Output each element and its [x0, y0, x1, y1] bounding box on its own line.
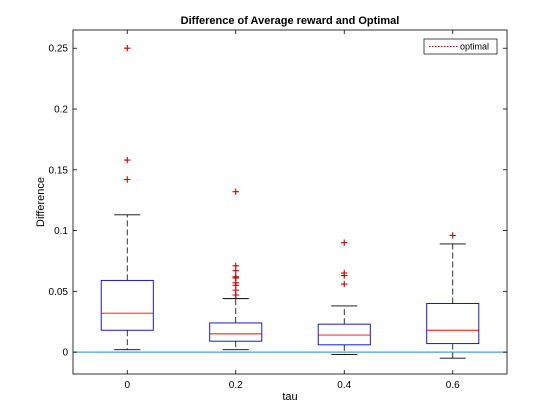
y-tick-label: 0.1: [54, 226, 68, 237]
y-tick-label: 0.25: [49, 44, 69, 55]
outlier-marker: [124, 45, 131, 52]
x-tick-label: 0.4: [337, 380, 351, 391]
outlier-marker: [124, 156, 131, 164]
legend: optimal: [423, 38, 498, 55]
outlier-marker: [232, 188, 239, 195]
x-axis-label: tau: [282, 391, 297, 403]
x-tick-label: 0.6: [446, 380, 460, 391]
y-tick-label: 0.2: [54, 105, 68, 116]
outlier-marker: [341, 280, 348, 288]
outlier-marker: [341, 239, 348, 246]
box-group-0.2: [209, 188, 263, 351]
box: [426, 303, 480, 345]
box-group-0.4: [317, 239, 371, 356]
x-tick-label: 0.2: [229, 380, 243, 391]
box-group-0: [100, 45, 154, 351]
outlier-marker: [232, 262, 239, 270]
chart-marks: [73, 45, 507, 359]
outlier-marker: [232, 273, 239, 280]
chart-axes: 0 0.05 0.1 0.15 0.2 0.25 0 0.2 0.4 0.6: [49, 30, 507, 391]
legend-box: [423, 38, 498, 55]
outlier-marker: [341, 269, 348, 277]
y-tick-label: 0.05: [49, 287, 69, 298]
y-tick-label: 0: [62, 348, 68, 359]
legend-label-optimal: optimal: [460, 42, 489, 52]
box: [100, 279, 154, 331]
chart-title: Difference of Average reward and Optimal: [181, 15, 400, 27]
x-tick-label: 0: [124, 380, 130, 391]
outlier-marker: [124, 176, 131, 183]
y-tick-label: 0.15: [49, 165, 69, 176]
plot-area: [72, 29, 508, 375]
y-axis-label: Difference: [35, 177, 47, 227]
box-group-0.6: [426, 232, 480, 359]
outlier-marker: [449, 232, 456, 239]
box: [317, 323, 371, 346]
box: [209, 322, 263, 342]
